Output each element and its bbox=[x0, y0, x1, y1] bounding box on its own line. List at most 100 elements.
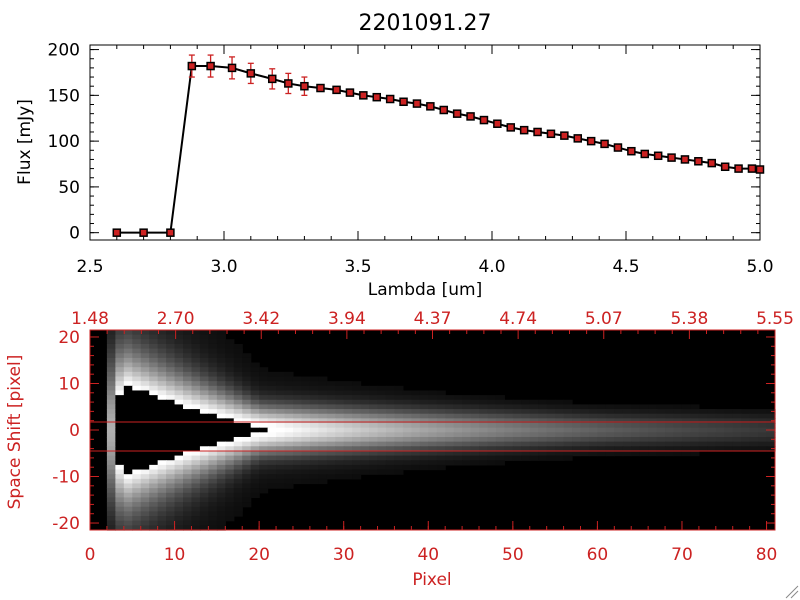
image-pixel bbox=[580, 432, 590, 438]
image-pixel bbox=[436, 455, 446, 461]
image-pixel bbox=[191, 399, 201, 406]
image-pixel bbox=[402, 455, 412, 461]
image-pixel bbox=[115, 330, 125, 336]
y-tick-label: 0 bbox=[69, 224, 80, 244]
image-pixel bbox=[766, 441, 776, 447]
image-pixel bbox=[233, 409, 243, 415]
image-pixel bbox=[225, 357, 235, 364]
image-pixel bbox=[199, 464, 209, 471]
image-pixel bbox=[335, 446, 345, 452]
image-pixel bbox=[766, 413, 776, 419]
image-pixel bbox=[123, 381, 133, 387]
image-pixel bbox=[199, 339, 209, 345]
image-pixel bbox=[656, 432, 666, 438]
image-pixel bbox=[123, 399, 133, 406]
image-pixel bbox=[183, 362, 193, 368]
image-pixel bbox=[106, 362, 116, 368]
image-pixel bbox=[656, 436, 666, 443]
image-pixel bbox=[326, 413, 336, 419]
image-pixel bbox=[546, 399, 556, 406]
image-pixel bbox=[149, 376, 159, 382]
image-pixel bbox=[335, 395, 345, 401]
image-pixel bbox=[259, 474, 269, 480]
image-pixel bbox=[140, 376, 150, 382]
image-pixel bbox=[326, 404, 336, 410]
x-tick-label: 20 bbox=[248, 545, 270, 565]
x-tick-label: 80 bbox=[756, 545, 778, 565]
image-pixel bbox=[225, 516, 235, 522]
image-pixel bbox=[436, 427, 446, 433]
image-pixel bbox=[208, 371, 218, 378]
image-pixel bbox=[284, 395, 294, 401]
image-pixel bbox=[106, 469, 116, 475]
image-pixel bbox=[157, 385, 167, 392]
image-pixel bbox=[758, 413, 768, 419]
resize-grip-icon[interactable] bbox=[785, 585, 799, 599]
image-pixel bbox=[385, 395, 396, 401]
image-pixel bbox=[166, 436, 176, 443]
image-pixel bbox=[690, 413, 700, 419]
image-pixel bbox=[605, 413, 615, 419]
image-pixel bbox=[385, 432, 396, 438]
image-pixel bbox=[208, 441, 218, 447]
image-pixel bbox=[690, 427, 700, 433]
image-pixel bbox=[546, 446, 556, 452]
image-pixel bbox=[352, 413, 362, 419]
image-pixel bbox=[614, 423, 624, 429]
image-pixel bbox=[242, 474, 252, 480]
x-tick-label: 2.5 bbox=[76, 257, 103, 277]
image-pixel bbox=[106, 520, 116, 526]
image-pixel bbox=[622, 413, 632, 419]
image-pixel bbox=[487, 404, 497, 410]
image-pixel bbox=[529, 441, 539, 447]
image-pixel bbox=[673, 446, 683, 452]
image-pixel bbox=[132, 455, 142, 461]
image-pixel bbox=[284, 399, 294, 406]
image-pixel bbox=[106, 353, 116, 359]
image-pixel bbox=[470, 413, 480, 419]
image-pixel bbox=[140, 362, 150, 368]
image-pixel bbox=[166, 404, 176, 410]
image-pixel bbox=[335, 404, 345, 410]
image-pixel bbox=[732, 423, 742, 429]
image-pixel bbox=[580, 418, 590, 424]
data-point bbox=[284, 79, 293, 88]
image-pixel bbox=[242, 460, 252, 466]
image-pixel bbox=[191, 381, 201, 387]
image-pixel bbox=[665, 432, 675, 438]
data-point bbox=[452, 109, 462, 118]
image-pixel bbox=[140, 450, 150, 457]
image-pixel bbox=[352, 390, 362, 396]
image-pixel bbox=[267, 385, 277, 392]
image-pixel bbox=[199, 330, 209, 336]
image-pixel bbox=[123, 339, 133, 345]
image-pixel bbox=[504, 413, 514, 419]
image-pixel bbox=[208, 511, 218, 517]
image-pixel bbox=[233, 450, 243, 457]
image-pixel bbox=[250, 427, 260, 433]
image-pixel bbox=[233, 492, 243, 499]
image-pixel bbox=[377, 455, 387, 461]
image-pixel bbox=[470, 446, 480, 452]
image-pixel bbox=[199, 348, 209, 354]
image-pixel bbox=[309, 409, 319, 415]
image-pixel bbox=[394, 395, 404, 401]
image-pixel bbox=[385, 427, 396, 433]
image-pixel bbox=[326, 455, 336, 461]
image-pixel bbox=[208, 413, 218, 419]
image-pixel bbox=[622, 446, 632, 452]
image-pixel bbox=[318, 418, 328, 424]
image-pixel bbox=[394, 436, 404, 443]
image-pixel bbox=[369, 436, 379, 443]
image-pixel bbox=[132, 418, 142, 424]
image-pixel bbox=[335, 399, 345, 406]
image-pixel bbox=[326, 469, 336, 475]
image-pixel bbox=[622, 441, 632, 447]
image-pixel bbox=[276, 385, 286, 392]
image-pixel bbox=[555, 404, 565, 410]
image-pixel bbox=[673, 441, 683, 447]
image-pixel bbox=[174, 478, 184, 485]
image-pixel bbox=[183, 497, 193, 503]
image-pixel bbox=[656, 441, 666, 447]
image-pixel bbox=[462, 409, 472, 415]
